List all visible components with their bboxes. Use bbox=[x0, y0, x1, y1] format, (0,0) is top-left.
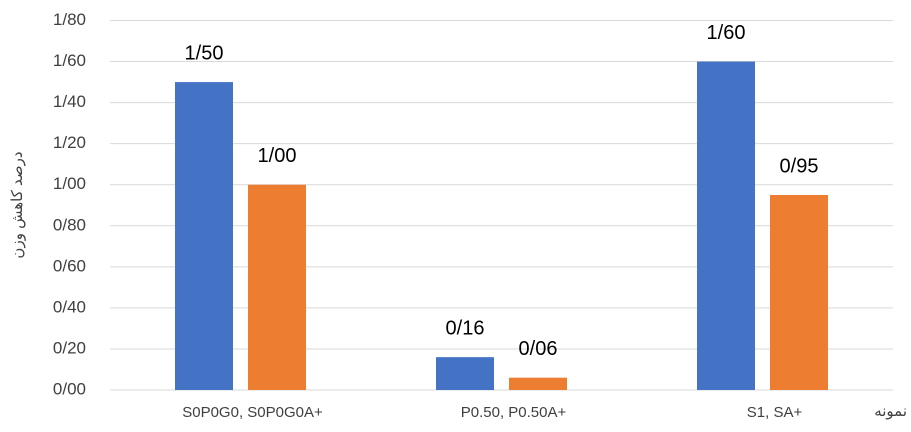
y-tick-label: 0/20 bbox=[53, 338, 86, 357]
value-label: 1/50 bbox=[185, 42, 224, 64]
x-tick-label: S0P0G0, S0P0G0A+ bbox=[182, 404, 323, 421]
y-tick-label: 0/60 bbox=[53, 256, 86, 275]
x-tick-label: P0.50, P0.50A+ bbox=[461, 404, 567, 421]
x-tick-label: S1, SA+ bbox=[747, 404, 803, 421]
bar bbox=[248, 184, 306, 390]
y-tick-label: 1/60 bbox=[53, 51, 86, 70]
y-tick-label: 1/80 bbox=[53, 10, 86, 29]
y-tick-label: 0/80 bbox=[53, 215, 86, 234]
y-tick-label: 0/00 bbox=[53, 379, 86, 398]
bar bbox=[436, 357, 494, 390]
value-label: 0/06 bbox=[519, 338, 558, 360]
y-tick-label: 1/00 bbox=[53, 174, 86, 193]
bar bbox=[770, 194, 828, 390]
value-label: 0/16 bbox=[446, 317, 485, 339]
value-label: 1/00 bbox=[258, 145, 297, 167]
bar bbox=[175, 82, 233, 390]
y-axis-label: درصد کاهش وزن bbox=[9, 151, 26, 258]
bar bbox=[697, 61, 755, 391]
value-label: 0/95 bbox=[780, 155, 819, 177]
y-tick-label: 1/40 bbox=[53, 92, 86, 111]
x-axis-label: نمونه bbox=[874, 403, 907, 420]
bar bbox=[509, 377, 567, 390]
value-label: 1/60 bbox=[707, 22, 746, 44]
y-tick-label: 1/20 bbox=[53, 133, 86, 152]
y-tick-label: 0/40 bbox=[53, 297, 86, 316]
